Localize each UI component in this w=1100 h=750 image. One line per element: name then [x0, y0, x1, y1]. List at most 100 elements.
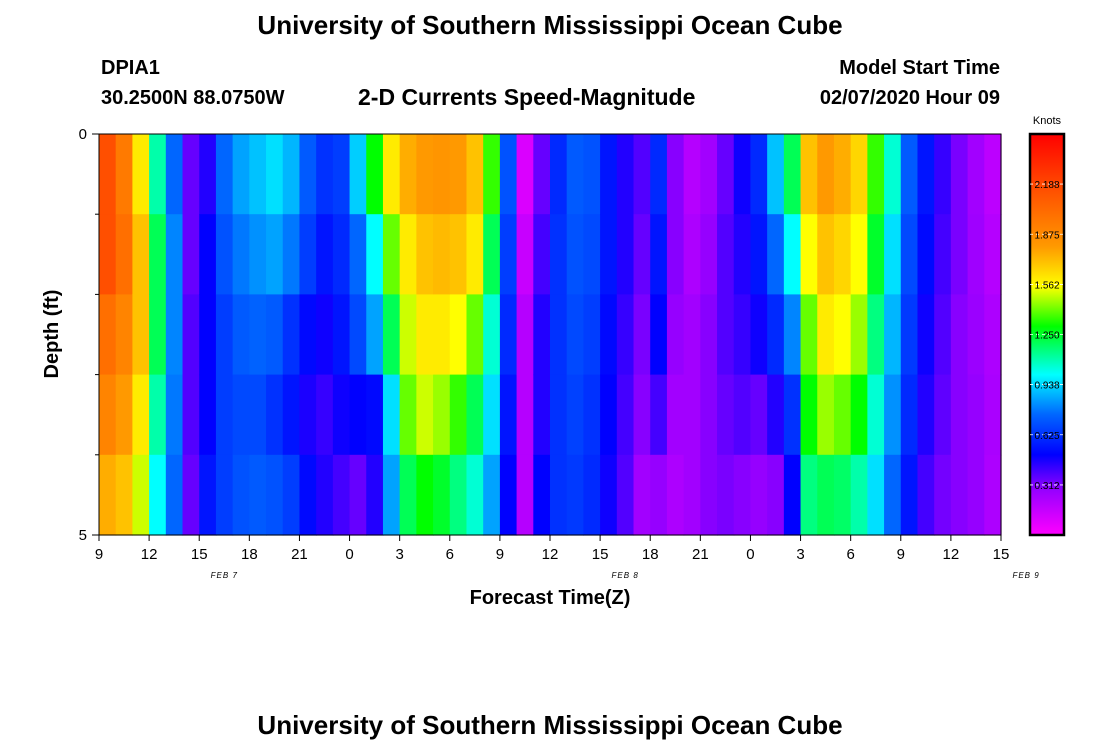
- heatmap-cell: [733, 214, 752, 295]
- heatmap-cell: [917, 454, 935, 536]
- heatmap-cell: [165, 454, 184, 536]
- heatmap-cell: [483, 374, 501, 456]
- heatmap-cell: [232, 214, 250, 295]
- heatmap-cell: [349, 214, 367, 295]
- heatmap-cell: [99, 454, 117, 536]
- heatmap-cell: [165, 134, 184, 215]
- day-label: FEB 7: [211, 571, 238, 580]
- heatmap-cell: [833, 374, 852, 456]
- heatmap-cell: [99, 134, 117, 215]
- heatmap-cell: [566, 214, 584, 295]
- heatmap-cell: [950, 374, 969, 456]
- heatmap-cell: [232, 454, 250, 536]
- heatmap-cell: [266, 454, 284, 536]
- heatmap-cell: [199, 214, 217, 295]
- heatmap-cell: [700, 134, 718, 215]
- heatmap-cell: [683, 454, 701, 536]
- heatmap-cell: [767, 454, 785, 536]
- heatmap-cell: [800, 454, 818, 536]
- heatmap-cell: [934, 294, 952, 376]
- heatmap-cell: [700, 454, 718, 536]
- heatmap-cell: [633, 134, 651, 215]
- heatmap-cell: [466, 454, 484, 536]
- heatmap-cell: [917, 214, 935, 295]
- heatmap-cell: [600, 214, 618, 295]
- heatmap-cell: [382, 374, 401, 456]
- heatmap-cell: [833, 294, 852, 376]
- heatmap-cell: [399, 374, 417, 456]
- heatmap-cell: [533, 214, 551, 295]
- x-tick-label: 18: [642, 546, 659, 563]
- heatmap-cell: [249, 294, 267, 376]
- heatmap-cell: [967, 214, 985, 295]
- heatmap-cell: [950, 294, 969, 376]
- heatmap-cell: [717, 374, 735, 456]
- heatmap-cell: [149, 454, 167, 536]
- heatmap-cell: [683, 374, 701, 456]
- day-label: FEB 8: [612, 571, 639, 580]
- heatmap-cell: [499, 294, 518, 376]
- heatmap-cell: [249, 454, 267, 536]
- heatmap-cell: [366, 454, 384, 536]
- heatmap-cell: [316, 134, 334, 215]
- heatmap-cell: [550, 214, 568, 295]
- heatmap-cell: [249, 134, 267, 215]
- heatmap-cell: [850, 294, 868, 376]
- heatmap-cell: [633, 454, 651, 536]
- heatmap-cell: [483, 214, 501, 295]
- heatmap-cell: [917, 134, 935, 215]
- heatmap-cell: [299, 214, 317, 295]
- heatmap-cell: [750, 134, 768, 215]
- heatmap-cell: [433, 454, 451, 536]
- heatmap-cell: [99, 214, 117, 295]
- heatmap-cell: [950, 134, 969, 215]
- heatmap-cell: [499, 454, 518, 536]
- day-labels: FEB 7 FEB 8 FEB 9: [211, 571, 1039, 580]
- colorbar-tick-label: 1.562: [1034, 280, 1059, 291]
- x-tick-label: 12: [542, 546, 559, 563]
- heatmap-cell: [934, 454, 952, 536]
- heatmap-cell: [950, 454, 969, 536]
- heatmap-cell: [833, 134, 852, 215]
- x-tick-label: 15: [993, 546, 1010, 563]
- x-tick-label: 3: [796, 546, 804, 563]
- heatmap-cell: [433, 134, 451, 215]
- heatmap-cell: [900, 134, 919, 215]
- heatmap-cell: [783, 134, 802, 215]
- y-tick-label: 5: [79, 527, 87, 544]
- heatmap-cells: [99, 134, 1002, 536]
- heatmap-cell: [733, 294, 752, 376]
- heatmap-cell: [215, 374, 234, 456]
- heatmap-cell: [600, 374, 618, 456]
- heatmap-cell: [616, 294, 635, 376]
- x-tick-label: 15: [191, 546, 208, 563]
- heatmap-chart: 9 12 15 18 21 0 3 6 9 12 15 18 21 0 3 6 9 12 15 05 FEB 7 FE…: [41, 115, 1066, 609]
- heatmap-cell: [483, 134, 501, 215]
- heatmap-cell: [182, 134, 200, 215]
- heatmap-cell: [850, 214, 868, 295]
- heatmap-cell: [566, 374, 584, 456]
- heatmap-cell: [867, 294, 885, 376]
- heatmap-cell: [349, 134, 367, 215]
- heatmap-cell: [934, 374, 952, 456]
- heatmap-cell: [115, 214, 133, 295]
- heatmap-cell: [884, 294, 902, 376]
- heatmap-cell: [516, 214, 534, 295]
- heatmap-cell: [750, 294, 768, 376]
- heatmap-cell: [382, 454, 401, 536]
- heatmap-cell: [817, 294, 835, 376]
- heatmap-cell: [884, 454, 902, 536]
- heatmap-cell: [366, 374, 384, 456]
- heatmap-cell: [767, 294, 785, 376]
- heatmap-cell: [199, 374, 217, 456]
- heatmap-cell: [249, 214, 267, 295]
- heatmap-cell: [900, 294, 919, 376]
- heatmap-cell: [115, 294, 133, 376]
- heatmap-cell: [616, 454, 635, 536]
- model-start-label: Model Start Time: [839, 57, 1000, 79]
- heatmap-cell: [717, 294, 735, 376]
- heatmap-cell: [533, 374, 551, 456]
- heatmap-cell: [783, 454, 802, 536]
- heatmap-cell: [149, 294, 167, 376]
- heatmap-cell: [266, 374, 284, 456]
